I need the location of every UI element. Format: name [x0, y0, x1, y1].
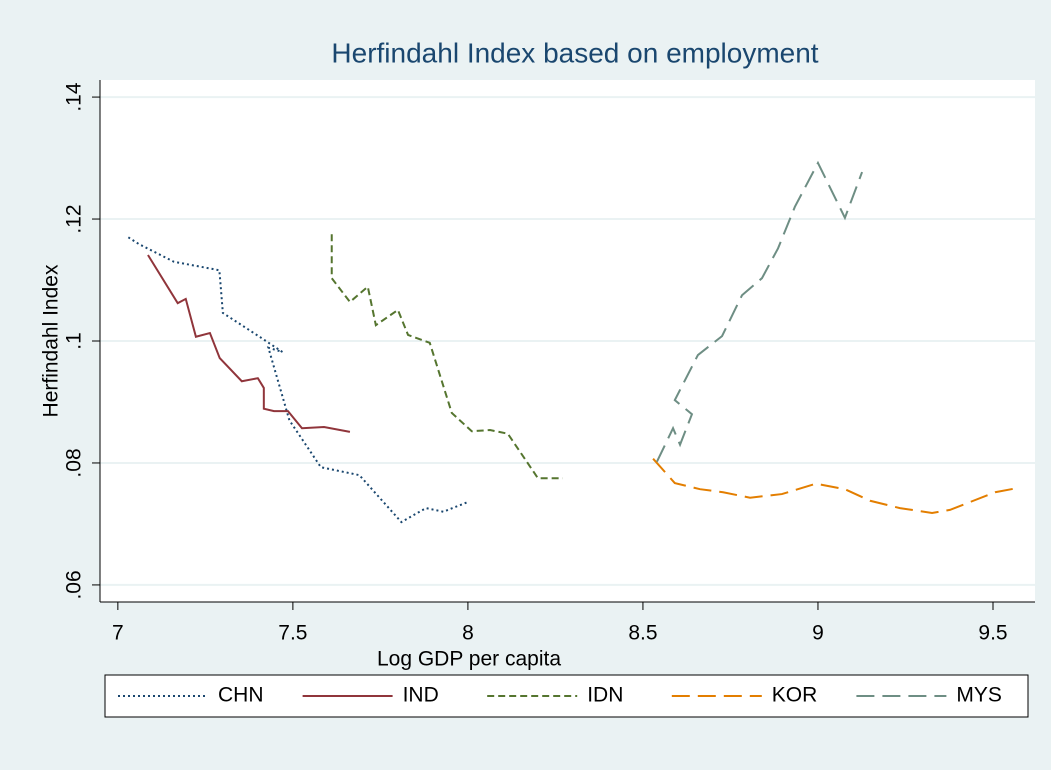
y-tick-label: .14: [63, 82, 86, 112]
y-tick-label: .08: [63, 448, 86, 477]
legend-label: KOR: [772, 684, 818, 707]
y-tick-label: .12: [63, 204, 86, 233]
x-tick-label: 8: [462, 622, 474, 645]
chart-title: Herfindahl Index based on employment: [331, 37, 818, 68]
x-axis-label: Log GDP per capita: [377, 648, 561, 671]
series-line: [127, 236, 469, 524]
series-line: [147, 254, 351, 433]
legend-label: CHN: [218, 684, 264, 707]
y-tick-label: .1: [63, 332, 86, 350]
legend-label: IDN: [587, 684, 623, 707]
series-line: [330, 234, 563, 480]
x-tick-label: 7.5: [278, 622, 307, 645]
legend-label: IND: [403, 684, 439, 707]
x-tick-label: 8.5: [628, 622, 657, 645]
x-tick-label: 9: [812, 622, 824, 645]
x-tick-label: 9.5: [978, 622, 1007, 645]
series-line: [652, 458, 1019, 514]
series-line: [656, 160, 864, 463]
x-tick-label: 7: [112, 622, 124, 645]
y-axis-label: Herfindahl Index: [40, 264, 63, 417]
legend-label: MYS: [956, 684, 1002, 707]
y-tick-label: .06: [63, 570, 86, 599]
